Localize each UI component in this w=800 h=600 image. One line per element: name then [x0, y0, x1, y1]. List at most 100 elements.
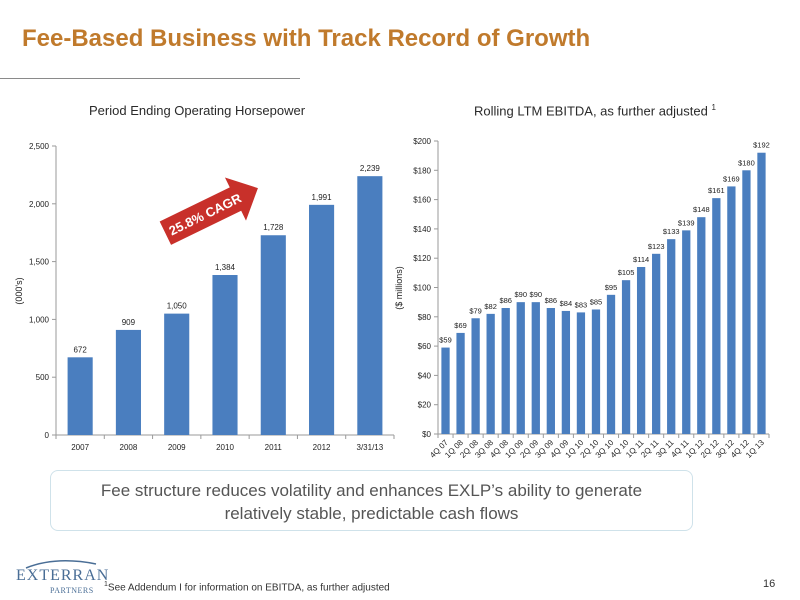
- eb-data-label: $192: [753, 141, 770, 150]
- hp-y-tick-label: 2,500: [29, 142, 50, 151]
- eb-data-label: $86: [499, 296, 512, 305]
- page-number: 16: [763, 578, 776, 590]
- eb-bar: [441, 347, 450, 434]
- exterran-logo: EXTERRAN PARTNERS: [16, 558, 110, 598]
- eb-data-label: $123: [648, 242, 665, 251]
- hp-x-tick-label: 2012: [313, 443, 331, 452]
- eb-bar: [576, 312, 586, 434]
- eb-x-tick-label: 1Q 13: [744, 438, 766, 460]
- eb-bar: [516, 302, 525, 434]
- hp-data-label: 909: [122, 318, 136, 327]
- hp-y-tick-label: 1,500: [29, 258, 50, 267]
- eb-y-tick-label: $60: [418, 342, 432, 351]
- eb-data-label: $86: [545, 296, 558, 305]
- eb-data-label: $69: [454, 321, 467, 330]
- eb-bar: [742, 170, 751, 435]
- hp-data-label: 1,728: [263, 223, 284, 232]
- eb-bar: [546, 308, 555, 434]
- eb-y-tick-label: $140: [413, 225, 431, 234]
- hp-x-tick-label: 2009: [168, 443, 186, 452]
- eb-data-label: $79: [469, 306, 482, 315]
- cagr-arrow-shape: [159, 177, 258, 245]
- eb-y-tick-label: $160: [413, 196, 431, 205]
- chart-title-ebitda-text: Rolling LTM EBITDA, as further adjusted: [474, 103, 708, 119]
- eb-data-label: $59: [439, 336, 452, 345]
- callout-line-1: Fee structure reduces volatility and enh…: [100, 481, 643, 500]
- hp-y-tick-label: 1,000: [29, 315, 50, 324]
- hp-data-label: 1,384: [215, 263, 236, 272]
- eb-bar: [667, 239, 676, 434]
- eb-bar: [727, 186, 736, 434]
- eb-data-label: $84: [560, 299, 573, 308]
- eb-bar: [456, 332, 465, 434]
- eb-data-label: $148: [693, 205, 710, 214]
- eb-y-tick-label: $120: [413, 254, 431, 263]
- hp-bar: [164, 313, 190, 435]
- hp-y-axis-label: (000's): [14, 277, 24, 304]
- eb-bar: [486, 313, 495, 434]
- footnote-sup: 1: [104, 581, 108, 588]
- logo-subtext: PARTNERS: [50, 586, 94, 595]
- eb-bar: [606, 294, 616, 434]
- eb-y-tick-label: $80: [418, 313, 432, 322]
- eb-y-axis-label: ($ millions): [394, 266, 404, 310]
- eb-data-label: $90: [514, 290, 527, 299]
- hp-bar: [260, 235, 286, 435]
- eb-data-label: $114: [633, 255, 649, 264]
- eb-bar: [712, 198, 721, 434]
- eb-bar: [471, 318, 480, 434]
- title-divider: [0, 78, 300, 79]
- chart-title-ebitda-sup: 1: [711, 103, 716, 112]
- eb-data-label: $95: [605, 283, 618, 292]
- eb-data-label: $90: [530, 290, 543, 299]
- footnote-text: See Addendum I for information on EBITDA…: [107, 582, 390, 594]
- chart-title-horsepower: Period Ending Operating Horsepower: [89, 103, 306, 118]
- eb-bar: [652, 253, 661, 434]
- eb-bar: [682, 230, 691, 434]
- slide-title: Fee-Based Business with Track Record of …: [22, 25, 591, 52]
- eb-y-tick-label: $100: [413, 284, 431, 293]
- eb-data-label: $133: [663, 227, 680, 236]
- hp-x-tick-label: 2010: [216, 443, 234, 452]
- eb-bar: [621, 280, 631, 434]
- hp-x-tick-label: 3/31/13: [357, 443, 384, 452]
- callout-line-2: relatively stable, predictable cash flow…: [224, 504, 519, 523]
- hp-bar: [67, 357, 93, 435]
- eb-bar: [591, 309, 601, 434]
- callout-box: Fee structure reduces volatility and enh…: [50, 470, 693, 531]
- hp-y-tick-label: 0: [45, 431, 50, 440]
- logo-wordmark: EXTERRAN: [16, 567, 110, 584]
- eb-data-label: $82: [484, 302, 497, 311]
- hp-data-label: 1,050: [167, 302, 188, 311]
- eb-y-tick-label: $200: [413, 137, 431, 146]
- hp-x-tick-label: 2011: [265, 443, 283, 452]
- hp-bar: [357, 176, 383, 435]
- hp-bar: [212, 275, 238, 435]
- hp-y-tick-label: 500: [36, 373, 50, 382]
- eb-data-label: $169: [723, 174, 740, 183]
- chart-title-ebitda: Rolling LTM EBITDA, as further adjusted …: [474, 103, 716, 118]
- logo-swoosh-icon: [25, 560, 97, 569]
- eb-data-label: $139: [678, 218, 695, 227]
- hp-bar: [115, 329, 141, 435]
- eb-bar: [697, 217, 706, 434]
- eb-bar: [501, 308, 510, 434]
- eb-data-label: $85: [590, 297, 603, 306]
- hp-data-label: 672: [73, 345, 87, 354]
- eb-y-tick-label: $0: [422, 430, 431, 439]
- eb-y-tick-label: $180: [413, 166, 431, 175]
- eb-data-label: $180: [738, 158, 755, 167]
- hp-x-tick-label: 2007: [71, 443, 89, 452]
- footnote: 1See Addendum I for information on EBITD…: [104, 581, 390, 593]
- hp-data-label: 1,991: [312, 193, 333, 202]
- eb-bar: [561, 310, 571, 434]
- hp-x-tick-label: 2008: [120, 443, 138, 452]
- hp-bar: [309, 204, 335, 435]
- eb-bar: [636, 266, 646, 434]
- eb-data-label: $161: [708, 186, 725, 195]
- eb-bar: [757, 152, 766, 434]
- hp-data-label: 2,239: [360, 164, 381, 173]
- eb-bar: [531, 302, 540, 434]
